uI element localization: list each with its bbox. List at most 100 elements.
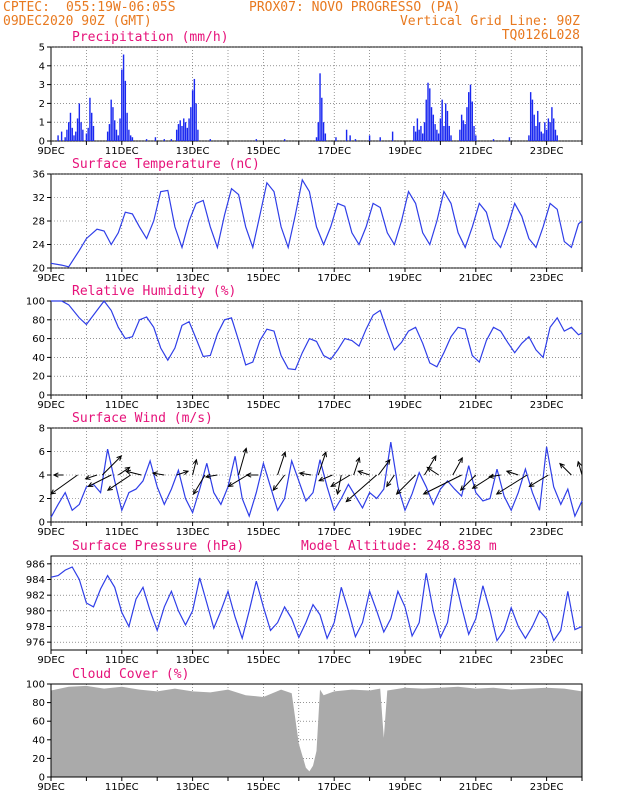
- x-tick-label: 11DEC: [105, 655, 139, 666]
- precip-bar: [430, 107, 433, 141]
- x-tick-label: 11DEC: [105, 400, 139, 411]
- x-tick-label: 21DEC: [459, 146, 493, 157]
- x-tick-label: 23DEC: [530, 782, 564, 793]
- precip-bar: [547, 118, 550, 141]
- precip-bar: [91, 112, 93, 141]
- y-tick-label: 0: [39, 773, 45, 784]
- y-tick-label: 100: [26, 297, 45, 308]
- header-station: PROX07: NOVO PROGRESSO (PA): [249, 0, 461, 15]
- precip-bar: [335, 137, 337, 141]
- precip-bar: [425, 99, 427, 141]
- precip-bar: [537, 110, 539, 141]
- wind-arrow: [50, 474, 78, 495]
- y-tick-label: 978: [26, 622, 45, 633]
- wind-arrow: [505, 470, 519, 476]
- y-tick-label: 5: [39, 43, 45, 54]
- precip-bar: [115, 129, 118, 141]
- wind-arrow: [87, 474, 112, 487]
- wind-arrow: [576, 460, 583, 476]
- wind-arrow: [422, 474, 462, 495]
- precip-bar: [542, 133, 544, 141]
- panel-title: Relative Humidity (%): [72, 284, 236, 299]
- precip-bar: [423, 122, 426, 141]
- wind-arrow: [277, 451, 287, 476]
- x-tick-label: 19DEC: [388, 655, 422, 666]
- wind-arrow: [335, 474, 342, 496]
- wind-arrow: [386, 474, 395, 488]
- precip-bar: [379, 137, 381, 141]
- wind-arrow: [101, 455, 123, 476]
- precip-bar: [545, 129, 548, 141]
- x-tick-label: 19DEC: [388, 400, 422, 411]
- y-tick-label: 8: [39, 424, 45, 435]
- x-tick-label: 21DEC: [459, 527, 493, 538]
- wind-arrow: [424, 455, 437, 476]
- y-tick-label: 982: [26, 591, 45, 602]
- panel-subtitle: Model Altitude: 248.838 m: [301, 539, 497, 554]
- precip-bar: [82, 129, 84, 141]
- precip-bar: [92, 125, 95, 141]
- y-tick-label: 80: [32, 698, 45, 709]
- precip-bar: [421, 133, 424, 141]
- x-tick-label: 11DEC: [105, 527, 139, 538]
- precip-bar: [324, 133, 327, 141]
- precip-bar: [535, 125, 537, 141]
- precip-bar: [533, 114, 535, 141]
- wind-arrow: [330, 474, 351, 487]
- y-tick-label: 0: [39, 391, 45, 402]
- precip-bar: [508, 137, 511, 141]
- precip-bar: [195, 103, 197, 141]
- precip-bar: [551, 107, 553, 141]
- precip-bar: [429, 88, 431, 141]
- x-tick-label: 19DEC: [388, 146, 422, 157]
- y-tick-label: 80: [32, 315, 45, 326]
- precip-bar: [184, 122, 187, 141]
- x-tick-label: 13DEC: [176, 782, 210, 793]
- y-tick-label: 0: [39, 518, 45, 529]
- y-tick-label: 60: [32, 717, 45, 728]
- wind-arrow: [426, 466, 439, 476]
- precip-bar: [106, 131, 109, 141]
- precip-bar: [556, 135, 558, 141]
- y-tick-label: 976: [26, 638, 45, 649]
- x-tick-label: 15DEC: [247, 527, 281, 538]
- wind-arrow: [452, 456, 463, 476]
- x-tick-label: 23DEC: [530, 273, 564, 284]
- precip-bar: [128, 129, 130, 141]
- wind-arrow: [298, 471, 312, 477]
- y-tick-label: 4: [39, 471, 45, 482]
- panel-title: Surface Wind (m/s): [72, 411, 213, 426]
- y-tick-label: 2: [39, 99, 45, 110]
- precip-bar: [432, 114, 435, 141]
- precip-bar: [124, 80, 127, 141]
- precip-bar: [544, 122, 546, 141]
- plot-frame: [50, 173, 583, 269]
- x-tick-label: 23DEC: [530, 527, 564, 538]
- precip-bar: [57, 135, 59, 141]
- wind-arrow: [318, 474, 333, 482]
- wind-arrow: [84, 474, 98, 480]
- y-tick-label: 24: [32, 240, 45, 251]
- precip-bar: [471, 101, 473, 141]
- wind-arrow: [238, 447, 248, 476]
- precip-bar: [78, 103, 81, 141]
- precip-bar: [110, 99, 112, 141]
- x-tick-label: 19DEC: [388, 273, 422, 284]
- x-tick-label: 21DEC: [459, 782, 493, 793]
- wind-arrow: [378, 458, 391, 476]
- precip-bar: [443, 125, 445, 141]
- precip-bar: [89, 97, 91, 141]
- precip-bar: [469, 84, 472, 141]
- y-tick-label: 60: [32, 334, 45, 345]
- x-tick-label: 13DEC: [176, 400, 210, 411]
- y-tick-label: 20: [32, 754, 45, 765]
- precip-bar: [445, 103, 447, 141]
- precip-bar: [554, 129, 557, 141]
- wind-arrow: [192, 458, 198, 476]
- precip-bar: [154, 137, 157, 141]
- header-grid-line: Vertical Grid Line: 90Z: [399, 14, 580, 29]
- precip-bar: [193, 78, 196, 141]
- precip-bar: [468, 92, 470, 141]
- x-tick-label: 11DEC: [105, 273, 139, 284]
